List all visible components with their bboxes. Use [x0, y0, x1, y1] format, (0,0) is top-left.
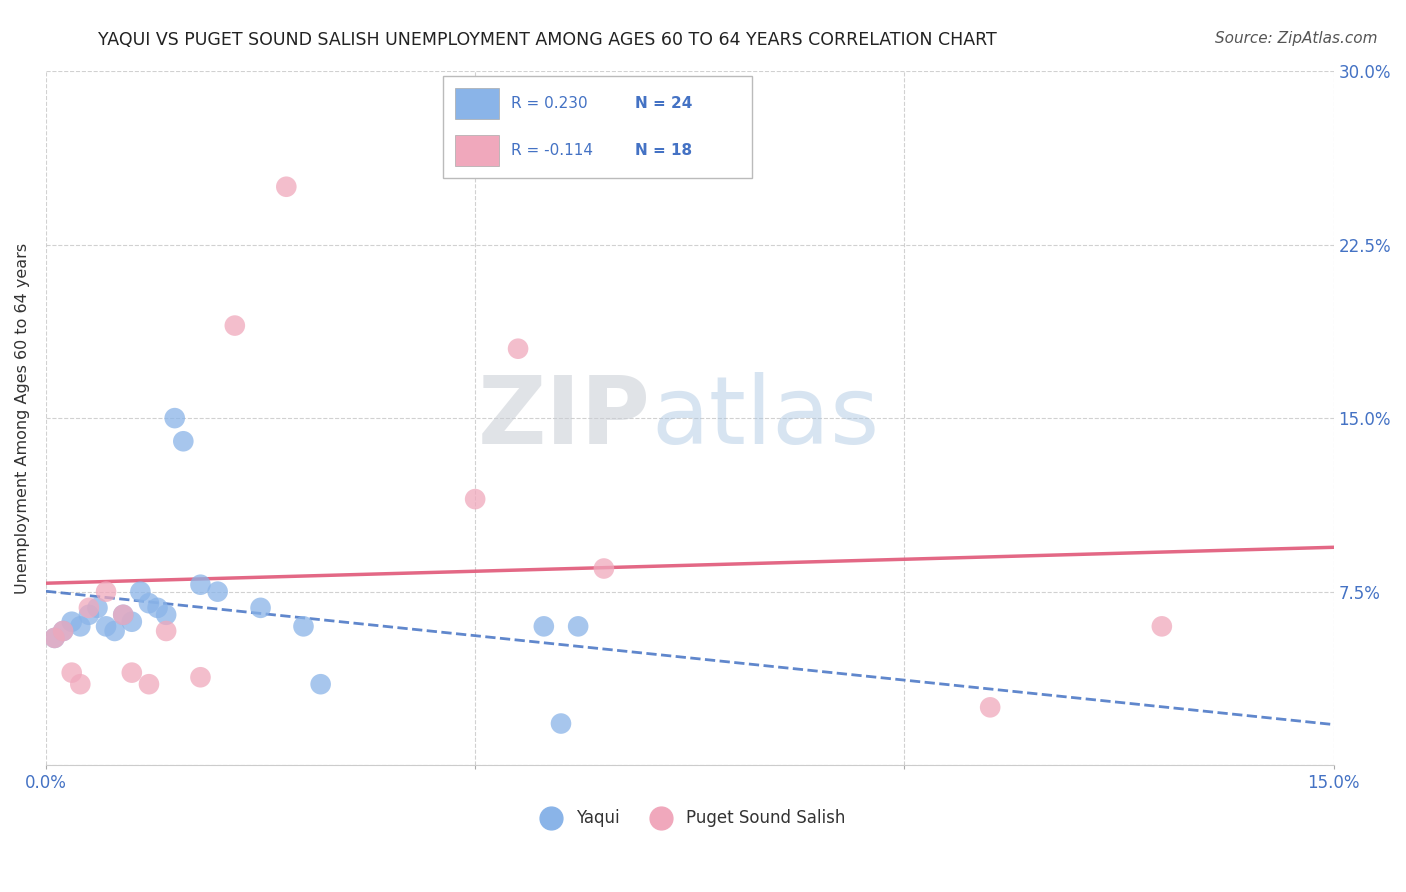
- Point: [292, 619, 315, 633]
- Point: [593, 561, 616, 575]
- Point: [52, 624, 75, 638]
- Point: [69, 619, 91, 633]
- Point: [207, 584, 229, 599]
- Point: [550, 716, 572, 731]
- Point: [112, 607, 135, 622]
- Point: [77, 607, 100, 622]
- Point: [533, 619, 555, 633]
- Point: [979, 700, 1001, 714]
- Point: [129, 584, 152, 599]
- FancyBboxPatch shape: [456, 136, 499, 166]
- Point: [44, 631, 66, 645]
- Point: [121, 615, 143, 629]
- Text: R = -0.114: R = -0.114: [510, 144, 593, 158]
- Point: [77, 600, 100, 615]
- Point: [52, 624, 75, 638]
- Point: [121, 665, 143, 680]
- Point: [567, 619, 589, 633]
- Point: [1150, 619, 1173, 633]
- Text: ZIP: ZIP: [478, 372, 651, 464]
- Point: [104, 624, 127, 638]
- Point: [276, 179, 298, 194]
- Text: Source: ZipAtlas.com: Source: ZipAtlas.com: [1215, 31, 1378, 46]
- Legend: Yaqui, Puget Sound Salish: Yaqui, Puget Sound Salish: [527, 802, 852, 833]
- Point: [155, 607, 177, 622]
- Point: [155, 624, 177, 638]
- Y-axis label: Unemployment Among Ages 60 to 64 years: Unemployment Among Ages 60 to 64 years: [15, 243, 30, 594]
- Point: [506, 342, 529, 356]
- Point: [464, 492, 486, 507]
- Point: [112, 607, 135, 622]
- Point: [94, 619, 117, 633]
- Point: [190, 670, 212, 684]
- Point: [94, 584, 117, 599]
- Point: [190, 578, 212, 592]
- Point: [163, 411, 186, 425]
- Point: [60, 615, 83, 629]
- Point: [146, 600, 169, 615]
- Point: [249, 600, 271, 615]
- Point: [69, 677, 91, 691]
- Text: R = 0.230: R = 0.230: [510, 96, 588, 111]
- FancyBboxPatch shape: [443, 76, 752, 178]
- Point: [172, 434, 194, 449]
- Point: [138, 596, 160, 610]
- Text: YAQUI VS PUGET SOUND SALISH UNEMPLOYMENT AMONG AGES 60 TO 64 YEARS CORRELATION C: YAQUI VS PUGET SOUND SALISH UNEMPLOYMENT…: [98, 31, 997, 49]
- Point: [60, 665, 83, 680]
- Text: atlas: atlas: [651, 372, 879, 464]
- Text: N = 18: N = 18: [634, 144, 692, 158]
- Point: [44, 631, 66, 645]
- Text: N = 24: N = 24: [634, 96, 692, 111]
- Point: [86, 600, 108, 615]
- Point: [224, 318, 246, 333]
- Point: [138, 677, 160, 691]
- Point: [309, 677, 332, 691]
- FancyBboxPatch shape: [456, 88, 499, 119]
